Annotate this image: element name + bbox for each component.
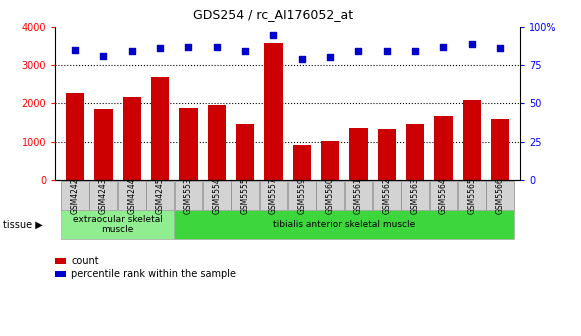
Bar — [207, 105, 226, 180]
Text: tibialis anterior skeletal muscle: tibialis anterior skeletal muscle — [273, 220, 415, 229]
Point — [467, 41, 476, 46]
Text: GDS254 / rc_AI176052_at: GDS254 / rc_AI176052_at — [193, 8, 353, 22]
Point — [411, 49, 420, 54]
Text: GSM5557: GSM5557 — [269, 177, 278, 214]
Bar — [123, 97, 141, 180]
Bar — [264, 43, 282, 180]
Bar — [66, 93, 84, 180]
Text: GSM5561: GSM5561 — [354, 177, 363, 214]
Text: GSM5553: GSM5553 — [184, 177, 193, 214]
Point — [269, 32, 278, 37]
Bar — [378, 129, 396, 180]
Point — [127, 49, 137, 54]
Text: GSM4245: GSM4245 — [156, 177, 164, 214]
Text: GSM4242: GSM4242 — [70, 177, 80, 214]
Text: GSM5564: GSM5564 — [439, 177, 448, 214]
Bar — [293, 144, 311, 180]
Text: GSM4244: GSM4244 — [127, 177, 136, 214]
Bar — [179, 108, 198, 180]
Text: GSM5555: GSM5555 — [241, 177, 250, 214]
Text: tissue ▶: tissue ▶ — [3, 219, 42, 229]
Bar — [321, 141, 339, 180]
Bar — [491, 119, 510, 180]
Point — [241, 49, 250, 54]
Point — [297, 56, 306, 62]
Bar — [349, 128, 368, 180]
Point — [382, 49, 392, 54]
Bar — [434, 116, 453, 180]
Point — [184, 44, 193, 49]
Point — [496, 46, 505, 51]
Point — [99, 53, 108, 58]
Point — [354, 49, 363, 54]
Bar — [406, 124, 424, 180]
Text: GSM5554: GSM5554 — [212, 177, 221, 214]
Text: percentile rank within the sample: percentile rank within the sample — [71, 269, 236, 279]
Text: GSM5560: GSM5560 — [325, 177, 335, 214]
Text: count: count — [71, 256, 99, 266]
Text: GSM5559: GSM5559 — [297, 177, 306, 214]
Point — [155, 46, 164, 51]
Text: GSM5565: GSM5565 — [467, 177, 476, 214]
Point — [439, 44, 448, 49]
Text: GSM5562: GSM5562 — [382, 177, 391, 214]
Bar — [462, 100, 481, 180]
Bar — [236, 124, 254, 180]
Text: GSM5566: GSM5566 — [496, 177, 505, 214]
Text: GSM5563: GSM5563 — [411, 177, 419, 214]
Text: GSM4243: GSM4243 — [99, 177, 108, 214]
Point — [325, 55, 335, 60]
Text: extraocular skeletal
muscle: extraocular skeletal muscle — [73, 215, 163, 234]
Bar — [151, 77, 169, 180]
Point — [212, 44, 221, 49]
Point — [70, 47, 80, 52]
Bar — [94, 109, 113, 180]
